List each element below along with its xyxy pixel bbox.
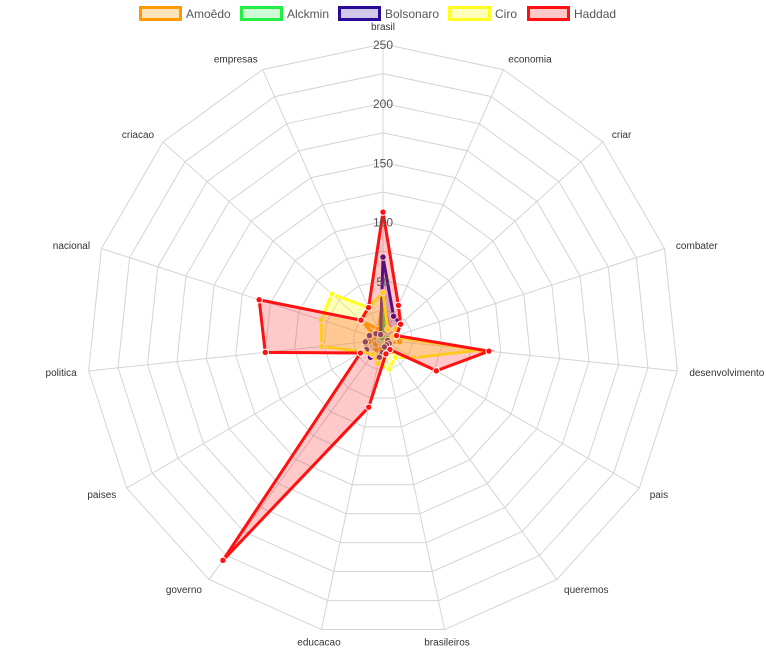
data-point: [365, 331, 374, 340]
legend-swatch: [448, 6, 491, 21]
category-label: economia: [508, 55, 552, 66]
data-point: [382, 350, 390, 358]
data-point: [365, 403, 373, 411]
category-label: empresas: [214, 55, 258, 66]
tick-label: 100: [373, 216, 393, 230]
legend-label: Amoêdo: [186, 7, 231, 21]
legend-swatch: [240, 6, 283, 21]
data-point: [368, 350, 377, 359]
radial-ticks: 50 100 150 200 250: [373, 38, 393, 289]
grid-ring: [146, 102, 620, 573]
data-point: [356, 349, 365, 357]
legend-item[interactable]: Bolsonaro: [338, 6, 440, 21]
data-point: [261, 348, 269, 357]
legend: Amoêdo Alckmin Bolsonaro Ciro Haddad: [139, 6, 617, 21]
grid-spoke: [382, 339, 446, 630]
grid-spoke: [382, 248, 665, 341]
legend-label: Ciro: [495, 7, 517, 21]
grid-spoke: [382, 339, 558, 580]
series-Bolsonaro: [361, 253, 405, 362]
category-label: criar: [612, 130, 632, 141]
category-label: combater: [676, 241, 718, 252]
grid-spoke: [88, 339, 384, 372]
grid-spoke: [162, 141, 384, 341]
grid-ring: [264, 221, 502, 457]
legend-label: Bolsonaro: [385, 7, 439, 21]
data-point: [384, 325, 392, 333]
data-point: [379, 208, 387, 216]
data-point: [385, 365, 393, 373]
grid-ring: [117, 73, 649, 602]
data-point: [379, 288, 387, 297]
category-label: nacional: [53, 241, 90, 252]
category-labels: brasil economia criar combater desenvolvimen…: [46, 22, 765, 648]
tick-label: 250: [373, 38, 393, 52]
data-point: [361, 338, 370, 346]
data-point: [376, 330, 385, 339]
grid-ring: [205, 161, 561, 515]
series-area: [221, 211, 495, 562]
category-label: educacao: [297, 637, 341, 648]
data-point: [432, 367, 441, 375]
data-point: [219, 556, 227, 565]
grid-ring: [235, 191, 531, 486]
data-point: [374, 359, 382, 367]
data-point: [394, 301, 403, 310]
legend-label: Haddad: [574, 7, 616, 21]
data-point: [317, 316, 325, 324]
category-label: desenvolvimento: [689, 368, 764, 379]
legend-swatch: [139, 6, 182, 21]
data-point: [392, 331, 401, 340]
legend-item[interactable]: Ciro: [448, 6, 518, 21]
radar-grid: [88, 43, 678, 631]
category-label: queremos: [564, 585, 608, 596]
grid-spoke: [262, 69, 384, 341]
data-point: [255, 296, 263, 304]
category-label: paises: [87, 490, 116, 501]
legend-swatch: [338, 6, 381, 21]
legend-item[interactable]: Alckmin: [240, 6, 330, 21]
tick-label: 50: [376, 275, 390, 289]
series-layer: [219, 208, 495, 565]
grid-spoke: [320, 339, 384, 630]
grid-spoke: [126, 339, 384, 489]
grid-ring: [323, 280, 443, 399]
category-label: brasil: [371, 22, 395, 33]
legend-item[interactable]: Haddad: [527, 6, 617, 21]
category-label: brasileiros: [424, 637, 470, 648]
category-label: governo: [166, 585, 203, 596]
legend-item[interactable]: Amoêdo: [139, 6, 232, 21]
data-point: [396, 320, 405, 328]
grid-ring: [353, 309, 413, 370]
category-label: criacao: [122, 130, 155, 141]
grid-spoke: [382, 339, 678, 372]
tick-label: 150: [373, 156, 393, 170]
legend-swatch: [527, 6, 570, 21]
data-point: [379, 253, 387, 261]
tick-label: 200: [373, 97, 393, 111]
data-point: [318, 342, 326, 351]
data-point: [364, 303, 373, 312]
data-point: [391, 353, 400, 361]
grid-spoke: [382, 69, 504, 341]
grid-spoke: [382, 141, 604, 341]
legend-label: Alckmin: [287, 7, 329, 21]
data-point: [389, 312, 398, 320]
series-Haddad: [219, 208, 495, 565]
data-point: [328, 290, 336, 298]
data-point: [357, 316, 365, 324]
data-point: [485, 347, 493, 355]
grid-spoke: [101, 248, 384, 341]
grid-ring: [294, 250, 472, 428]
category-label: politica: [46, 368, 78, 379]
grid-ring: [176, 132, 590, 544]
grid-ring: [88, 43, 678, 631]
category-label: pais: [650, 490, 668, 501]
